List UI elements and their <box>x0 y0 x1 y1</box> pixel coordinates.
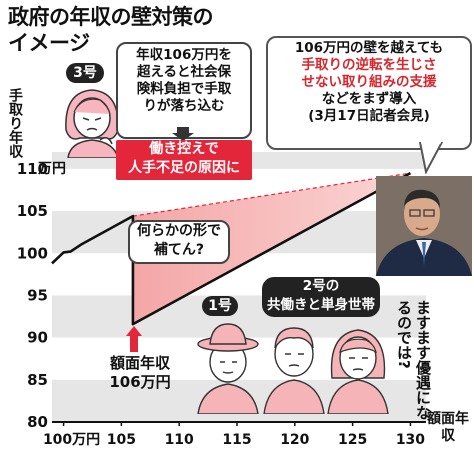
prime-minister-photo <box>376 176 472 276</box>
badge-no3: 3号 <box>66 63 104 83</box>
y-tick-label: 80 <box>27 413 48 431</box>
y-tick-label: 90 <box>27 329 48 347</box>
pm-line: 106万円の壁を越えても <box>294 40 444 56</box>
pm-line: (3月17日記者会見) <box>308 108 430 124</box>
x-tick-label: 125 <box>338 432 367 448</box>
pm-line-highlight: せない取り組みの支援 <box>301 74 437 90</box>
badge-no1: 1号 <box>202 296 238 316</box>
callout-no3-line: 超えると社会保 <box>136 64 232 80</box>
compensation-line: 何らかの形で <box>137 223 221 239</box>
y-tick-label: 100 <box>17 244 48 262</box>
vertical-note: ますます優遇になるのでは? <box>395 300 432 420</box>
compensation-callout: 何らかの形で 補てん? <box>128 220 230 264</box>
portrait-image <box>376 176 472 276</box>
x-axis-label-text: 額面年収 <box>427 411 469 444</box>
x-axis-label: 額面年収 <box>425 411 471 445</box>
man-with-hat-icon <box>197 323 259 414</box>
callout-prime-minister: 106万円の壁を越えても 手取りの逆転を生じさ せない取り組みの支援 などをまず… <box>266 36 472 150</box>
gap-dashed-edge <box>132 172 411 217</box>
y-tick-label: 85 <box>27 371 48 389</box>
badge-no2-line: 2号の <box>302 278 340 294</box>
callout-no3-line: 年収106万円を <box>136 47 232 63</box>
x-tick-label: 130 <box>396 432 425 448</box>
x-tick-label: 100万円 <box>43 432 100 448</box>
badge-no2-line: 共働きと単身世帯 <box>267 297 375 313</box>
callout-no3: 年収106万円を 超えると社会保 険料負担で手取 りが落ち込む <box>116 42 252 139</box>
worried-woman-illustration <box>65 89 119 158</box>
threshold-line: 106万円 <box>109 373 171 391</box>
x-tick-label: 105 <box>107 432 136 448</box>
threshold-line: 額面年収 <box>109 354 170 372</box>
series-line <box>51 171 412 326</box>
y-tick-label: 110 <box>17 160 48 178</box>
man-icon <box>263 327 325 414</box>
y-axis-unit: 万円 <box>38 161 66 177</box>
x-tick-label: 110 <box>165 432 194 448</box>
chart-axes: 80 85 90 95 100 105 110 100万円 105 110 115 120 125 130 <box>17 160 426 448</box>
red-warning-box: 働き控えで 人手不足の原因に <box>116 140 252 180</box>
x-tick-label: 115 <box>222 432 251 448</box>
title-line-1: 政府の年収の壁対策の <box>8 5 214 29</box>
chart-series <box>51 171 412 326</box>
threshold-label: 額面年収 106万円 <box>98 354 182 392</box>
y-axis-label: 手取り年収 <box>7 88 23 158</box>
page-title: 政府の年収の壁対策の イメージ <box>8 4 258 56</box>
compensation-line: 補てん? <box>153 242 205 258</box>
callout-no3-line: 険料負担で手取 <box>136 81 232 97</box>
red-box-line: 人手不足の原因に <box>128 160 240 176</box>
callout-pointer-icon <box>418 142 444 174</box>
pm-line-highlight: 手取りの逆転を生じさ <box>301 57 437 73</box>
title-line-2: イメージ <box>8 31 90 55</box>
up-arrow-icon <box>126 326 142 352</box>
pm-line: などをまず導入 <box>321 91 417 107</box>
badge-no2: 2号の 共働きと単身世帯 <box>262 277 380 317</box>
y-tick-label: 105 <box>17 202 48 220</box>
woman-icon <box>327 329 389 414</box>
callout-no3-line: りが落ち込む <box>143 98 225 114</box>
red-box-line: 働き控えで <box>149 141 219 157</box>
x-tick-label: 120 <box>280 432 309 448</box>
y-tick-label: 95 <box>27 286 48 304</box>
people-illustration <box>197 323 389 414</box>
down-arrow-icon <box>172 127 194 141</box>
